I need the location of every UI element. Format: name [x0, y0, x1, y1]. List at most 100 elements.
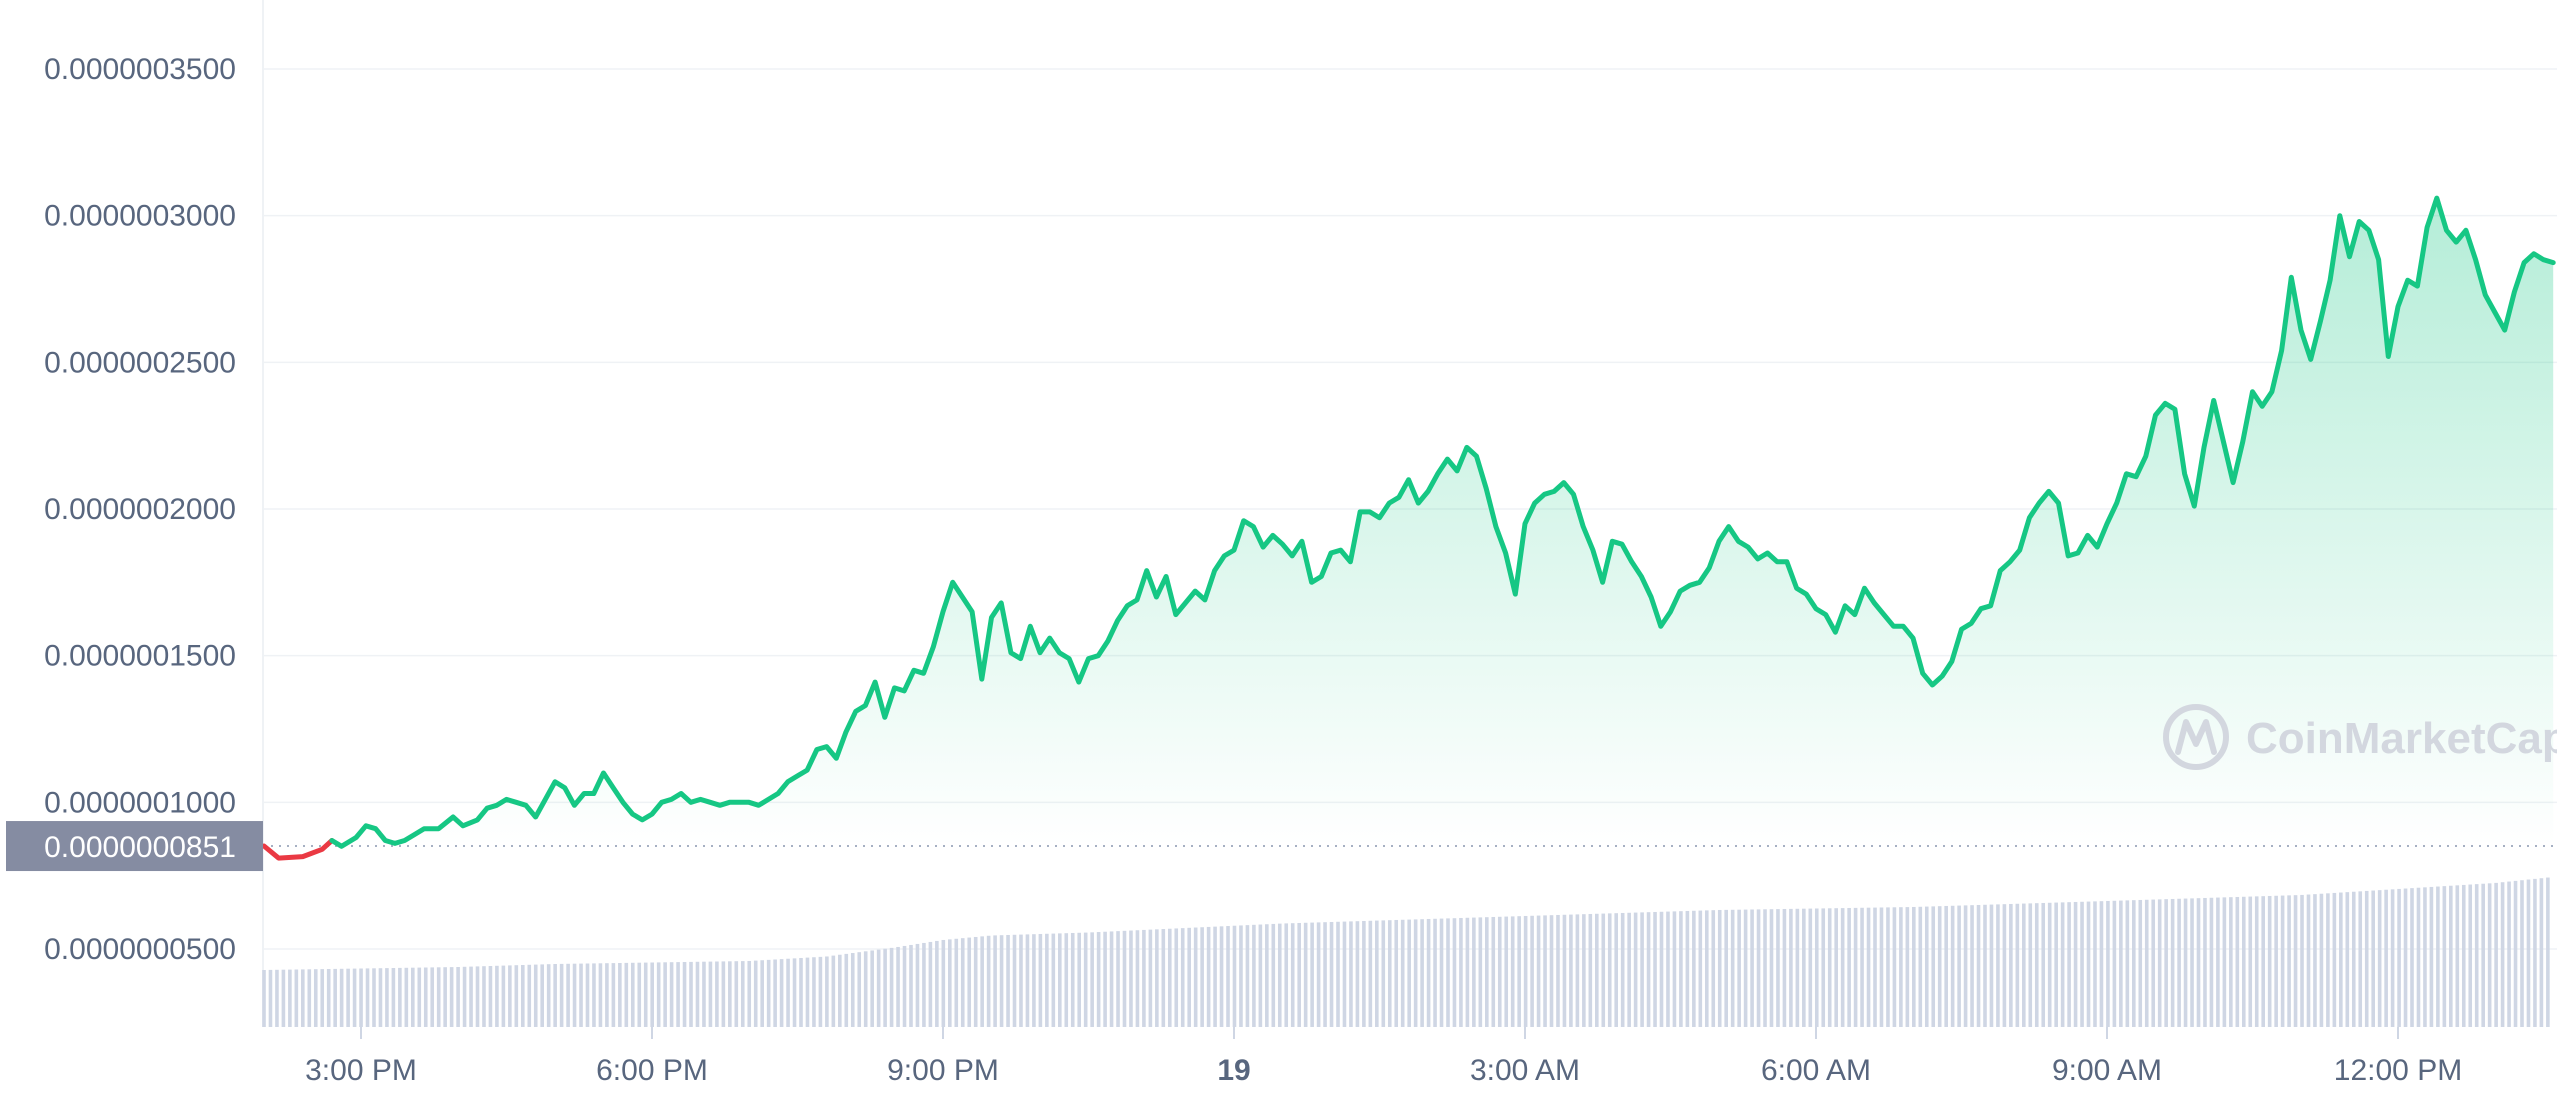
- volume-bar: [2377, 890, 2382, 1027]
- volume-bar: [993, 935, 997, 1027]
- volume-bar: [281, 969, 286, 1027]
- volume-bar: [2041, 902, 2046, 1027]
- volume-bar: [682, 961, 687, 1027]
- volume-bar: [1905, 907, 1910, 1027]
- volume-bar: [1582, 914, 1586, 1027]
- volume-bar: [456, 966, 460, 1027]
- volume-bar: [721, 961, 726, 1027]
- volume-bar: [999, 935, 1004, 1027]
- volume-bar: [2080, 901, 2084, 1027]
- volume-bar: [1931, 906, 1936, 1027]
- volume-bar: [2009, 903, 2013, 1027]
- volume-bar: [1724, 909, 1728, 1027]
- volume-bar: [2248, 896, 2253, 1027]
- volume-bar: [928, 941, 933, 1027]
- volume-bar: [2300, 894, 2304, 1027]
- y-tick-label: 0.0000001000: [44, 786, 236, 819]
- volume-bar: [288, 969, 292, 1027]
- volume-bar: [1290, 923, 1295, 1027]
- volume-bar: [1252, 924, 1256, 1027]
- volume-bar: [2429, 886, 2434, 1027]
- volume-bar: [1976, 904, 1981, 1027]
- volume-bar: [1497, 916, 1502, 1027]
- volume-bar: [2481, 883, 2485, 1027]
- volume-bar: [1472, 917, 1476, 1027]
- volume-bar: [346, 968, 350, 1027]
- volume-bar: [352, 968, 357, 1027]
- volume-bar: [973, 936, 978, 1027]
- volume-bar: [1336, 921, 1340, 1027]
- volume-bar: [1310, 922, 1314, 1027]
- volume-bar: [2410, 888, 2414, 1027]
- volume-bar: [1426, 918, 1431, 1027]
- volume-bar: [630, 962, 635, 1027]
- volume-bar: [1258, 924, 1263, 1027]
- volume-bar: [2339, 892, 2343, 1027]
- volume-bar: [404, 967, 409, 1027]
- volume-bar: [922, 942, 926, 1027]
- volume-bar: [1704, 910, 1709, 1027]
- volume-bar: [1070, 932, 1075, 1027]
- volume-bar: [2093, 901, 2097, 1027]
- x-tick-label: 6:00 PM: [596, 1054, 708, 1087]
- volume-bar: [1465, 917, 1470, 1027]
- volume-bar: [1730, 909, 1735, 1027]
- volume-bar: [1750, 909, 1754, 1027]
- volume-bar: [747, 960, 752, 1027]
- volume-bar: [1239, 925, 1243, 1027]
- volume-bar: [2351, 891, 2356, 1027]
- coinmarketcap-watermark: CoinMarketCap: [2163, 704, 2557, 770]
- volume-bar: [1375, 920, 1379, 1027]
- volume-bar: [2293, 895, 2298, 1027]
- volume-bar: [715, 961, 719, 1027]
- volume-bar: [268, 969, 273, 1027]
- volume-bar: [488, 965, 493, 1027]
- volume-bar: [1019, 934, 1023, 1027]
- price-line-down: [261, 838, 335, 861]
- volume-bar: [1679, 911, 1683, 1027]
- volume-bar: [2164, 899, 2168, 1027]
- volume-bar: [2047, 902, 2052, 1027]
- volume-bar: [812, 957, 816, 1027]
- volume-bar: [1886, 907, 1890, 1027]
- volume-bar: [365, 968, 370, 1027]
- volume-bar: [2229, 897, 2233, 1027]
- volume-bar: [1627, 912, 1631, 1027]
- volume-bar: [1381, 920, 1386, 1027]
- volume-bar: [863, 951, 868, 1027]
- volume-bar: [1827, 908, 1832, 1027]
- volume-bar: [514, 965, 519, 1027]
- volume-bar: [941, 939, 946, 1027]
- volume-bar: [2513, 880, 2518, 1027]
- volume-bar: [2546, 877, 2550, 1027]
- volume-bar: [398, 967, 402, 1027]
- volume-bar: [313, 969, 318, 1027]
- volume-bar: [857, 952, 862, 1027]
- volume-bar: [1853, 907, 1858, 1027]
- volume-bar: [2190, 898, 2194, 1027]
- volume-bar: [1646, 912, 1651, 1027]
- volume-bar: [559, 963, 564, 1027]
- volume-bar: [656, 962, 661, 1027]
- volume-bar: [2067, 902, 2071, 1027]
- volume-bar: [1129, 930, 1133, 1027]
- volume-bar: [1840, 908, 1845, 1027]
- volume-bar: [1323, 922, 1327, 1027]
- volume-bar: [2390, 889, 2395, 1027]
- x-tick-label: 9:00 AM: [2052, 1054, 2162, 1087]
- x-tick-label: 6:00 AM: [1761, 1054, 1871, 1087]
- volume-bar: [1504, 916, 1509, 1027]
- volume-bar: [1523, 915, 1528, 1027]
- volume-bar: [1284, 923, 1289, 1027]
- volume-bar: [391, 967, 396, 1027]
- volume-bar: [540, 964, 545, 1027]
- volume-bar: [2474, 884, 2479, 1027]
- current-price-label-background: [6, 821, 263, 872]
- volume-bar: [2449, 885, 2453, 1027]
- volume-bar: [1892, 907, 1897, 1027]
- x-tick-label: 3:00 AM: [1470, 1054, 1580, 1087]
- volume-bar: [1245, 925, 1250, 1027]
- volume-bar: [728, 961, 732, 1027]
- volume-bar: [960, 938, 965, 1027]
- volume-bar: [1640, 912, 1644, 1027]
